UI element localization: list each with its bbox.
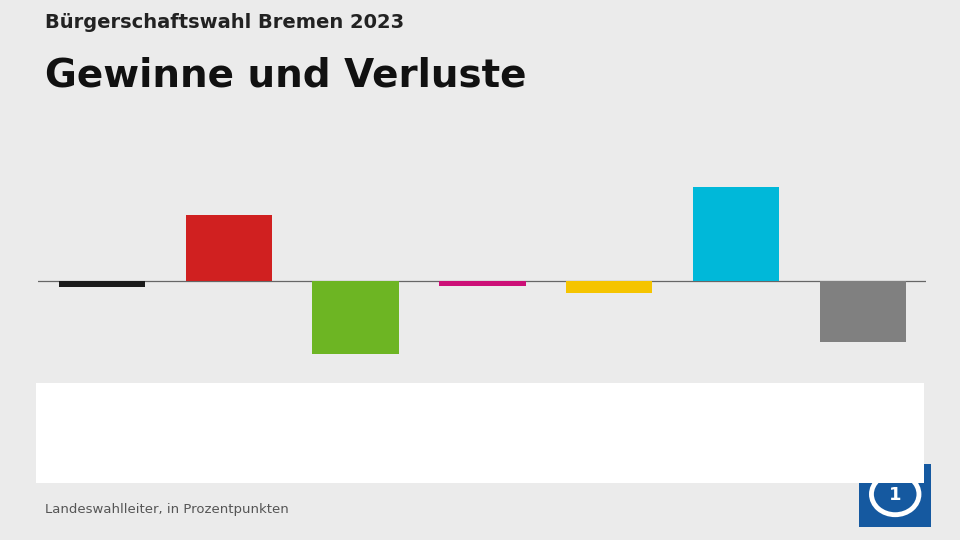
- Text: 1: 1: [889, 487, 901, 504]
- Text: SPD: SPD: [210, 392, 241, 407]
- Text: CDU: CDU: [83, 392, 116, 407]
- Bar: [185, 215, 272, 281]
- Text: BIW: BIW: [718, 392, 748, 407]
- Text: 7,0: 7,0: [707, 424, 760, 453]
- Text: Linke: Linke: [460, 392, 499, 407]
- Text: -0,9: -0,9: [573, 424, 639, 453]
- Text: FDP: FDP: [591, 392, 621, 407]
- FancyBboxPatch shape: [857, 463, 933, 528]
- Text: -5,5: -5,5: [320, 424, 386, 453]
- Bar: [693, 187, 780, 281]
- Text: Andere: Andere: [832, 392, 887, 407]
- Text: -0,5: -0,5: [65, 424, 132, 453]
- Text: Gewinne und Verluste: Gewinne und Verluste: [45, 57, 527, 94]
- Bar: [820, 281, 906, 342]
- Text: Landeswahlleiter, in Prozentpunkten: Landeswahlleiter, in Prozentpunkten: [45, 503, 289, 516]
- Text: 4,9: 4,9: [199, 424, 252, 453]
- Bar: [59, 281, 145, 287]
- Bar: [312, 281, 398, 354]
- Bar: [440, 281, 525, 286]
- Bar: [566, 281, 653, 293]
- Text: -4,6: -4,6: [827, 424, 894, 453]
- Text: Bürgerschaftswahl Bremen 2023: Bürgerschaftswahl Bremen 2023: [45, 14, 404, 32]
- Text: Grüne: Grüne: [329, 392, 376, 407]
- Text: -0,4: -0,4: [446, 424, 513, 453]
